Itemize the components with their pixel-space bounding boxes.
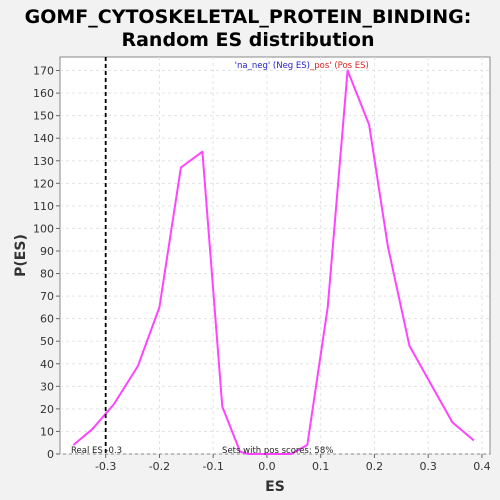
plot-area (59, 56, 491, 455)
y-tick-label: 110 (33, 200, 54, 213)
x-tick-label: 0.1 (312, 460, 330, 473)
y-tick-label: 120 (33, 177, 54, 190)
y-tick-label: 100 (33, 222, 54, 235)
x-tick-label: -0.3 (95, 460, 116, 473)
y-tick-label: 20 (40, 403, 54, 416)
series-layer (72, 57, 475, 455)
y-tick-label: 40 (40, 358, 54, 371)
y-tick-label: 50 (40, 335, 54, 348)
legend-pos-part: _pos' (Pos ES) (309, 61, 369, 71)
real-es-label: Real ES -0.3 (71, 446, 122, 456)
chart-title-line2: Random ES distribution (121, 29, 374, 51)
y-tick-label: 130 (33, 155, 54, 168)
grid-lines (60, 57, 490, 455)
y-tick-label: 10 (40, 425, 54, 438)
legend-neg-part: 'na_neg' (Neg ES) (235, 61, 310, 71)
axis-ticks: 0 10 20 30 40 50 60 70 80 90 100 110 120 130 140 150 160… (33, 65, 491, 473)
x-tick-label: 0.3 (419, 460, 437, 473)
x-axis-label: ES (265, 479, 285, 495)
y-tick-label: 0 (47, 448, 54, 461)
y-tick-label: 150 (33, 110, 54, 123)
x-tick-label: -0.2 (149, 460, 170, 473)
y-axis-label: P(ES) (13, 234, 29, 277)
y-tick-label: 140 (33, 132, 54, 145)
y-tick-label: 160 (33, 87, 54, 100)
y-tick-label: 170 (33, 65, 54, 78)
y-tick-label: 80 (40, 268, 54, 281)
y-tick-label: 70 (40, 290, 54, 303)
chart-title-line1: GOMF_CYTOSKELETAL_PROTEIN_BINDING: (25, 6, 472, 28)
x-tick-label: 0.0 (258, 460, 276, 473)
y-tick-label: 30 (40, 380, 54, 393)
x-tick-label: -0.1 (202, 460, 223, 473)
x-tick-label: 0.2 (366, 460, 384, 473)
y-tick-label: 90 (40, 245, 54, 258)
x-tick-label: 0.4 (473, 460, 491, 473)
pos-scores-label: Sets with pos scores: 58% (222, 446, 333, 456)
y-tick-label: 60 (40, 313, 54, 326)
es-distribution-line (72, 69, 475, 455)
